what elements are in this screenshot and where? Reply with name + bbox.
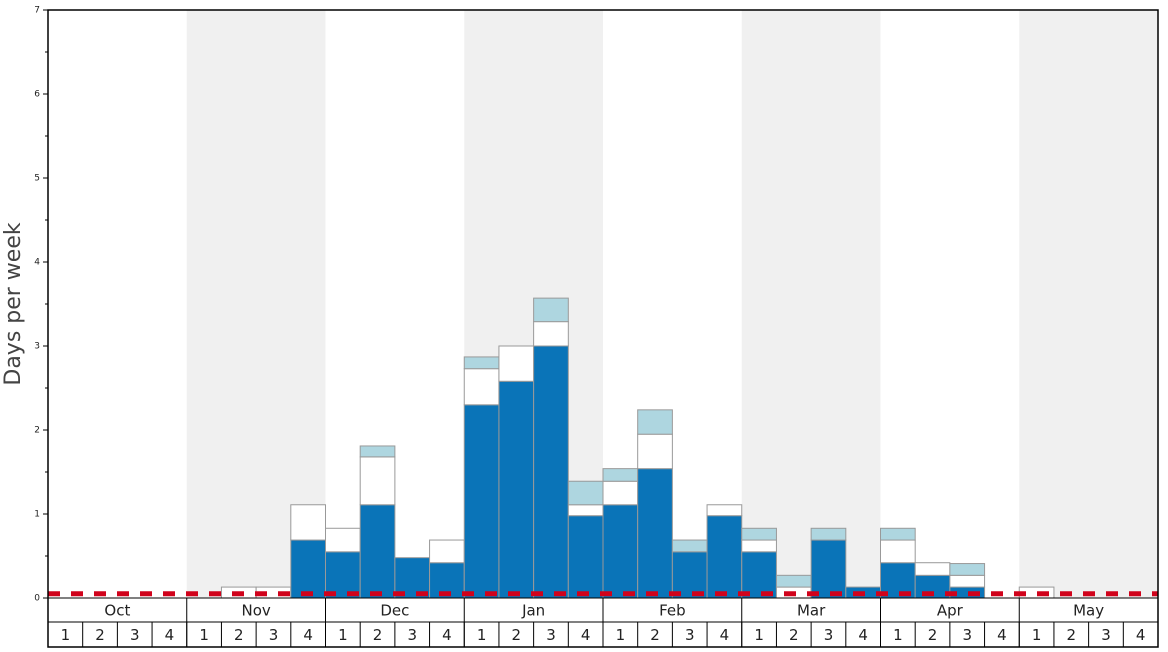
x-tick-label: 1: [754, 626, 764, 644]
bar-segment: [359, 456, 396, 506]
bar-segment: [914, 562, 951, 576]
x-tick-label: 2: [650, 626, 660, 644]
x-tick-label: 2: [789, 626, 799, 644]
bar-segment: [637, 433, 673, 470]
month-label: Apr: [937, 602, 964, 620]
bar-segment: [741, 527, 777, 541]
bar-segment: [949, 574, 986, 588]
x-tick-label: 3: [685, 626, 695, 644]
x-tick-label: 1: [1032, 626, 1042, 644]
x-tick-label: 1: [477, 626, 487, 644]
bar-segment: [463, 404, 500, 599]
bar-segment: [671, 551, 708, 599]
x-tick-label: 1: [199, 626, 209, 644]
bar-segment: [394, 557, 431, 599]
month-label: May: [1073, 602, 1104, 620]
bar-segment: [741, 539, 777, 553]
bar-segment: [775, 574, 812, 588]
bar-segment: [741, 551, 777, 599]
x-tick-label: 3: [546, 626, 556, 644]
x-tick-label: 3: [962, 626, 972, 644]
y-tick-label: 7: [34, 6, 40, 16]
y-tick-label: 1: [34, 510, 40, 520]
month-label: Dec: [380, 602, 409, 620]
bar-segment: [567, 515, 604, 599]
bar-segment: [359, 445, 396, 458]
month-label: Jan: [521, 602, 545, 620]
bar-segment: [463, 368, 500, 406]
bar-segment: [567, 504, 604, 517]
x-tick-label: 4: [303, 626, 313, 644]
x-tick-label: 3: [824, 626, 834, 644]
bar-segment: [810, 527, 847, 541]
frame: [47, 9, 1159, 648]
bar-segment: [602, 504, 639, 599]
month-label: Nov: [241, 602, 270, 620]
y-tick-label: 6: [34, 90, 40, 100]
x-tick-label: 2: [95, 626, 105, 644]
bar-segment: [637, 468, 673, 599]
x-tick-label: 4: [165, 626, 175, 644]
month-label: Oct: [104, 602, 130, 620]
y-tick-label: 2: [34, 426, 40, 436]
bar-segment: [359, 504, 396, 599]
bar-segment: [637, 409, 673, 435]
bar-segment: [602, 468, 639, 482]
month-label: Feb: [659, 602, 686, 620]
bar-segment: [290, 504, 326, 541]
x-tick-label: 3: [407, 626, 417, 644]
y-tick-label: 4: [34, 258, 40, 268]
bar-segment: [290, 539, 326, 599]
bar-segment: [810, 539, 847, 599]
month-band: [1019, 10, 1158, 598]
x-tick-label: 2: [234, 626, 244, 644]
x-tick-label: 4: [858, 626, 868, 644]
x-tick-label: 4: [442, 626, 452, 644]
bar-segment: [498, 380, 535, 599]
month-band: [741, 10, 881, 598]
bar-segment: [706, 504, 743, 517]
bar-segment: [880, 527, 916, 541]
x-tick-label: 4: [1136, 626, 1146, 644]
x-tick-label: 4: [997, 626, 1007, 644]
month-band: [186, 10, 326, 598]
x-tick-label: 2: [1067, 626, 1077, 644]
x-tick-label: 1: [61, 626, 71, 644]
bar-segment: [533, 345, 569, 599]
bar-segment: [533, 321, 569, 347]
bar-segment: [429, 539, 465, 564]
x-tick-label: 3: [269, 626, 279, 644]
y-tick-label: 0: [34, 594, 40, 604]
month-label: Mar: [797, 602, 826, 620]
y-tick-label: 5: [34, 174, 40, 184]
bar-segment: [671, 539, 708, 553]
bar-segment: [463, 356, 500, 370]
x-tick-label: 3: [1101, 626, 1111, 644]
x-tick-label: 1: [893, 626, 903, 644]
bar-segment: [325, 527, 361, 553]
x-tick-label: 2: [928, 626, 938, 644]
x-tick-label: 3: [130, 626, 140, 644]
bar-segment: [949, 563, 986, 576]
y-tick-label: 3: [34, 342, 40, 352]
bar-segment: [498, 345, 535, 382]
bar-segment: [533, 297, 569, 323]
bar-segment: [602, 480, 639, 506]
x-tick-label: 1: [616, 626, 626, 644]
bar-segment: [706, 515, 743, 599]
bar-segment: [880, 539, 916, 564]
x-tick-label: 2: [373, 626, 383, 644]
bar-segment: [325, 551, 361, 599]
y-axis-label: Days per week: [1, 222, 26, 385]
x-tick-label: 2: [512, 626, 522, 644]
x-tick-label: 1: [338, 626, 348, 644]
x-tick-label: 4: [720, 626, 730, 644]
x-tick-label: 4: [581, 626, 591, 644]
bar-segment: [567, 480, 604, 506]
